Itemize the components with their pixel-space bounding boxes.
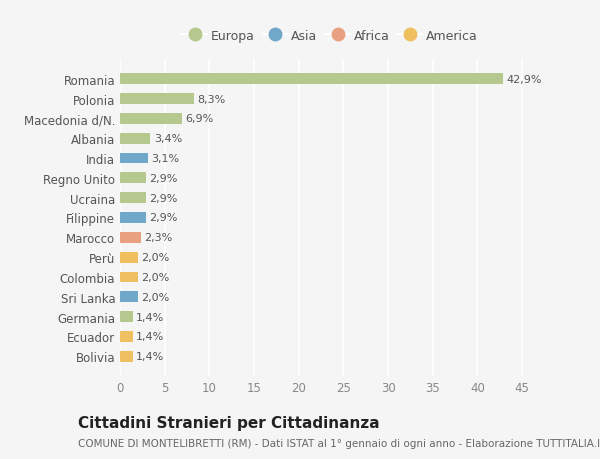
Text: 1,4%: 1,4% (136, 332, 164, 342)
Text: 42,9%: 42,9% (507, 74, 542, 84)
Text: 3,4%: 3,4% (154, 134, 182, 144)
Bar (120, 252, 138, 263)
Bar (120, 232, 140, 243)
Bar (120, 193, 146, 204)
Text: 2,9%: 2,9% (149, 193, 178, 203)
Text: 2,9%: 2,9% (149, 213, 178, 223)
Bar (120, 351, 133, 362)
Legend: Europa, Asia, Africa, America: Europa, Asia, Africa, America (178, 25, 482, 48)
Text: 3,1%: 3,1% (151, 154, 179, 164)
Bar (120, 74, 503, 85)
Text: COMUNE DI MONTELIBRETTI (RM) - Dati ISTAT al 1° gennaio di ogni anno - Elaborazi: COMUNE DI MONTELIBRETTI (RM) - Dati ISTA… (78, 438, 600, 448)
Text: 2,9%: 2,9% (149, 174, 178, 184)
Text: 6,9%: 6,9% (185, 114, 214, 124)
Text: Cittadini Stranieri per Cittadinanza: Cittadini Stranieri per Cittadinanza (78, 415, 380, 431)
Text: 2,0%: 2,0% (142, 272, 170, 282)
Text: 8,3%: 8,3% (198, 94, 226, 104)
Bar (120, 153, 148, 164)
Text: 1,4%: 1,4% (136, 312, 164, 322)
Bar (120, 331, 133, 342)
Bar (120, 292, 138, 302)
Text: 2,3%: 2,3% (144, 233, 172, 243)
Bar (120, 272, 138, 283)
Bar (120, 213, 146, 224)
Text: 2,0%: 2,0% (142, 292, 170, 302)
Bar (120, 94, 194, 105)
Text: 2,0%: 2,0% (142, 252, 170, 263)
Bar (120, 312, 133, 322)
Bar (120, 134, 151, 144)
Bar (120, 114, 182, 124)
Bar (120, 173, 146, 184)
Text: 1,4%: 1,4% (136, 352, 164, 362)
